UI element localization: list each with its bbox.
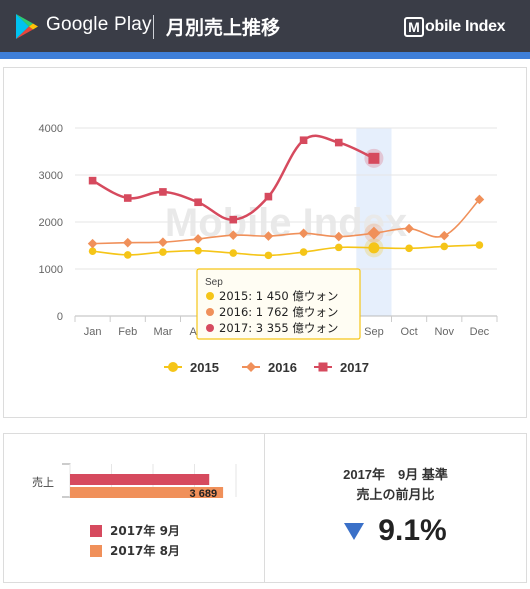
series-2017 — [88, 134, 384, 224]
data-point[interactable] — [229, 215, 238, 224]
mom-summary-panel: 2017年 9月 基準 売上の前月比 9.1% — [264, 433, 527, 583]
y-tick-label: 4000 — [39, 123, 63, 135]
data-point[interactable] — [475, 241, 484, 249]
data-point[interactable] — [158, 237, 168, 248]
bar-legend-swatch — [90, 545, 102, 557]
y-tick-label: 0 — [57, 311, 63, 323]
data-point[interactable] — [122, 237, 133, 248]
series-2015 — [88, 238, 484, 260]
bar-legend-swatch — [90, 525, 102, 537]
legend-marker — [246, 362, 256, 372]
data-point[interactable] — [263, 231, 274, 241]
bar-aug[interactable] — [70, 487, 224, 498]
y-tick-label: 3000 — [39, 170, 63, 182]
data-point[interactable] — [87, 238, 98, 249]
mobile-index-text: obile Index — [425, 18, 506, 35]
bar-sep[interactable] — [70, 474, 210, 485]
tooltip-title: Sep — [205, 277, 223, 288]
data-point[interactable] — [229, 249, 238, 257]
summary-basis: 2017年 9月 基準 — [343, 467, 448, 482]
store-name: Google Play — [46, 14, 152, 35]
data-point[interactable] — [367, 226, 381, 240]
data-point[interactable] — [405, 244, 413, 253]
tooltip-line: 2015: 1 450 億ウォン — [219, 289, 338, 303]
y-tick-label: 1000 — [39, 264, 63, 276]
data-point[interactable] — [228, 230, 239, 240]
bar-data-label: 3 689 — [190, 488, 218, 500]
data-point[interactable] — [88, 247, 97, 255]
month-compare-bar-chart: 売上 3 689 2017年 9月 2017年 8月 — [32, 463, 237, 558]
tooltip-dot — [206, 292, 214, 300]
data-point[interactable] — [439, 230, 450, 241]
summary-change: 9.1% — [265, 514, 526, 548]
monthly-revenue-line-chart: Mobile Index01000200030004000JanFebMarAp… — [39, 123, 498, 375]
series-line-2015 — [92, 244, 480, 257]
x-tick-label: Dec — [470, 326, 490, 338]
legend-marker — [318, 362, 328, 372]
data-point[interactable] — [264, 192, 273, 201]
data-point[interactable] — [264, 251, 273, 260]
data-point[interactable] — [368, 152, 380, 164]
data-point[interactable] — [368, 242, 380, 254]
x-tick-label: Sep — [364, 326, 384, 338]
bar-legend-label[interactable]: 2017年 9月 — [110, 523, 180, 538]
legend-marker — [168, 362, 178, 372]
category-bracket — [62, 463, 71, 498]
data-point[interactable] — [123, 251, 132, 259]
x-tick-label: Jan — [84, 326, 102, 338]
category-label: 売上 — [32, 476, 54, 489]
tooltip-line: 2017: 3 355 億ウォン — [219, 321, 338, 335]
legend-label-2017[interactable]: 2017 — [340, 360, 369, 375]
x-tick-label: Mar — [153, 326, 172, 338]
mobile-index-mark: M — [404, 17, 424, 37]
x-tick-label: Feb — [118, 326, 137, 338]
data-point[interactable] — [298, 228, 309, 239]
data-point[interactable] — [194, 246, 202, 255]
data-point[interactable] — [299, 136, 308, 145]
data-point[interactable] — [334, 138, 343, 147]
monthly-revenue-chart-panel: Mobile Index01000200030004000JanFebMarAp… — [3, 67, 527, 418]
legend-label-2016[interactable]: 2016 — [268, 360, 297, 375]
x-tick-label: Nov — [434, 326, 454, 338]
data-point[interactable] — [159, 188, 167, 196]
data-point[interactable] — [299, 248, 308, 256]
series-2016 — [87, 194, 485, 249]
change-value: 9.1% — [378, 514, 447, 547]
summary-label: 売上の前月比 — [356, 487, 435, 502]
x-tick-label: Oct — [401, 326, 418, 338]
data-point[interactable] — [334, 243, 343, 252]
data-point[interactable] — [88, 176, 97, 185]
tooltip-line: 2016: 1 762 億ウォン — [219, 305, 338, 319]
tooltip-dot — [206, 324, 214, 332]
app-header: Google Play 月別売上推移 M obile Index — [0, 0, 530, 52]
header-accent-bar — [0, 52, 530, 59]
tooltip-box — [196, 268, 361, 340]
data-point[interactable] — [333, 231, 344, 242]
down-arrow-icon — [344, 522, 365, 540]
header-divider — [153, 15, 154, 39]
data-point[interactable] — [404, 223, 414, 234]
mobile-index-logo: M obile Index — [404, 16, 506, 38]
page-title: 月別売上推移 — [166, 18, 281, 39]
tooltip-dot — [206, 308, 214, 316]
data-point[interactable] — [194, 198, 202, 207]
bar-legend-label[interactable]: 2017年 8月 — [110, 543, 180, 558]
data-point[interactable] — [123, 194, 132, 202]
legend-label-2015[interactable]: 2015 — [190, 360, 219, 375]
data-point[interactable] — [159, 248, 167, 256]
data-point[interactable] — [440, 242, 449, 251]
data-point[interactable] — [474, 194, 485, 205]
y-tick-label: 2000 — [39, 217, 63, 229]
google-play-icon — [16, 14, 38, 39]
month-compare-panel: 売上 3 689 2017年 9月 2017年 8月 — [3, 433, 265, 583]
legend: 2015 2016 2017 — [164, 360, 369, 375]
data-point[interactable] — [193, 234, 203, 244]
